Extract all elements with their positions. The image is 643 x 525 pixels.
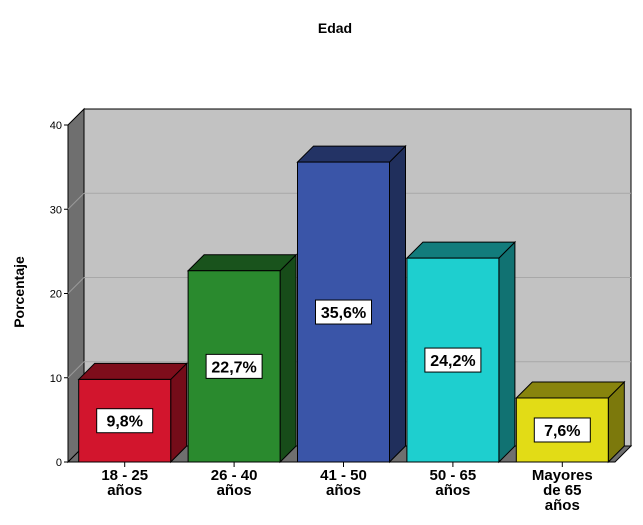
bar-top [186,254,298,272]
chart-title: Edad [318,20,352,36]
bar-top [405,241,517,259]
x-tick-label: 18 - 25 años [101,467,148,499]
bar-series: 9,8% 22,7% 35,6% 24,2% 7,6% [77,144,626,464]
bar: 9,8% [77,362,188,464]
y-tick-label: 40 [50,120,62,132]
data-label-box [315,299,372,325]
x-axis: 18 - 25 años 26 - 40 años 41 - 50 años 50 - 65… [101,462,593,514]
y-tick-label: 20 [50,289,62,301]
x-tick-label: Mayores de 65 años [532,467,593,514]
bar-side [498,240,516,464]
data-label-box [533,417,591,443]
data-label: 9,8% [106,414,142,431]
bar-side [389,144,406,464]
bar-side [170,362,188,464]
bar: 24,2% [405,240,517,464]
bar-top [296,145,407,163]
data-label-box [424,347,482,373]
data-label-box [96,408,154,434]
y-tick-label: 10 [50,373,62,385]
x-tick-label: 26 - 40 años [211,467,258,499]
x-tick-label: 41 - 50 años [320,467,367,499]
y-axis-label: Porcentaje [11,256,27,328]
bar: 7,6% [515,380,626,464]
gridline [67,277,85,294]
x-tick-label: 50 - 65 años [430,467,477,499]
y-tick-label: 30 [50,204,62,216]
data-label: 22,7% [211,359,256,376]
bar-top [515,381,626,399]
bar: 35,6% [296,144,407,464]
gridline [67,361,85,379]
data-label: 7,6% [544,423,580,440]
data-label: 24,2% [430,353,475,370]
gridline [67,192,85,210]
data-label-box [205,353,263,379]
data-label: 35,6% [321,305,366,322]
bar-side [279,253,297,464]
bar: 22,7% [186,253,298,464]
bar-top [77,362,188,380]
y-tick-label: 0 [56,457,62,469]
